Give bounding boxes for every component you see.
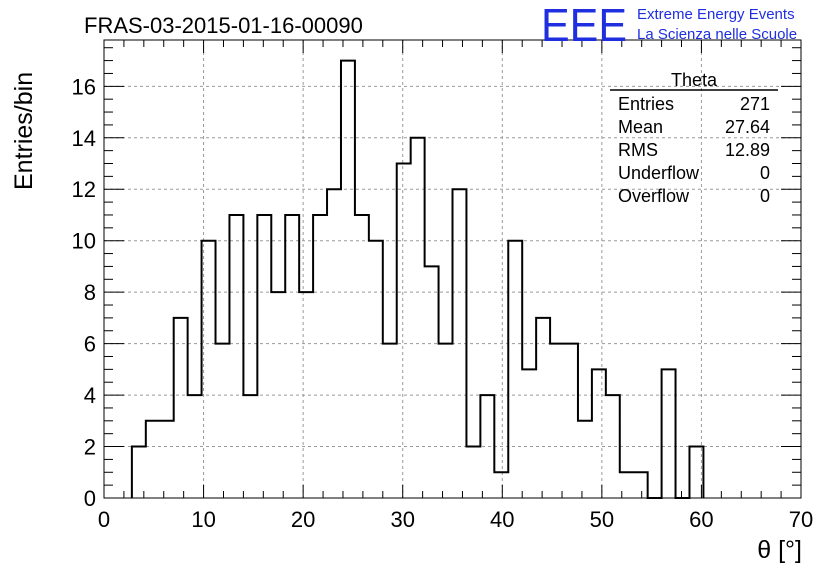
y-tick-label: 16 — [72, 74, 96, 99]
histogram-bin — [494, 472, 508, 498]
histogram-bin — [160, 421, 174, 498]
eee-logo: EEE Extreme Energy Events La Scienza nel… — [541, 0, 797, 51]
histogram-bin — [550, 344, 564, 498]
histogram-bin — [578, 421, 592, 498]
plot-title: FRAS-03-2015-01-16-00090 — [84, 13, 363, 38]
y-tick-label: 12 — [72, 177, 96, 202]
stats-underflow-label: Underflow — [618, 163, 700, 183]
histogram-bin — [369, 241, 383, 498]
y-tick-label: 6 — [84, 332, 96, 357]
x-tick-label: 60 — [689, 507, 713, 532]
histogram-bin — [522, 369, 536, 498]
logo-line-2: La Scienza nelle Scuole — [637, 26, 797, 43]
plot-frame — [103, 39, 802, 499]
x-tick-label: 20 — [291, 507, 315, 532]
stats-entries-value: 271 — [740, 94, 770, 114]
histogram-bin — [341, 61, 355, 498]
x-tick-label: 70 — [789, 507, 813, 532]
histogram-bin — [425, 266, 439, 498]
histogram-bin — [132, 447, 146, 498]
histogram-bin — [634, 472, 648, 498]
stats-underflow-value: 0 — [760, 163, 770, 183]
y-tick-label: 0 — [84, 486, 96, 511]
histogram-bin — [285, 215, 299, 498]
histogram-bin — [439, 344, 453, 498]
histogram-bin — [313, 215, 327, 498]
x-tick-label: 40 — [490, 507, 514, 532]
stats-overflow-label: Overflow — [618, 186, 690, 206]
histogram-bin — [536, 318, 550, 498]
x-axis-title: θ [°] — [757, 536, 802, 564]
histogram-bin — [257, 215, 271, 498]
histogram-bin — [299, 292, 313, 498]
x-tick-labels: 0 10 20 30 40 50 60 70 — [98, 507, 813, 532]
stats-title: Theta — [671, 70, 718, 90]
stats-overflow-value: 0 — [760, 186, 770, 206]
y-tick-label: 8 — [84, 280, 96, 305]
stats-entries-label: Entries — [618, 94, 674, 114]
stats-rms-value: 12.89 — [725, 140, 770, 160]
histogram-bin — [466, 447, 480, 498]
logo-mark: EEE — [541, 0, 627, 51]
histogram-bin — [662, 369, 676, 498]
histogram-bin — [411, 138, 425, 498]
x-tick-label: 10 — [191, 507, 215, 532]
x-tick-label: 50 — [590, 507, 614, 532]
stats-rms-label: RMS — [618, 140, 658, 160]
histogram-bin — [397, 164, 411, 498]
y-tick-label: 14 — [72, 126, 96, 151]
histogram-bin — [146, 421, 160, 498]
histogram-bin — [592, 369, 606, 498]
histogram-bin — [216, 344, 230, 498]
histogram-bin — [383, 344, 397, 498]
histogram-bin — [606, 395, 620, 498]
histogram-bin — [508, 241, 522, 498]
histogram-bin — [229, 215, 243, 498]
stats-mean-label: Mean — [618, 117, 663, 137]
x-tick-label: 30 — [390, 507, 414, 532]
histogram-bin — [355, 215, 369, 498]
histogram-bin — [202, 241, 216, 498]
y-axis-title: Entries/bin — [10, 72, 38, 190]
logo-line-1: Extreme Energy Events — [637, 6, 795, 23]
stats-mean-value: 27.64 — [725, 117, 770, 137]
histogram-outline — [130, 59, 705, 499]
x-tick-label: 0 — [98, 507, 110, 532]
y-tick-label: 2 — [84, 435, 96, 460]
histogram-bin — [564, 344, 578, 498]
y-tick-label: 4 — [84, 383, 96, 408]
y-tick-labels: 0 2 4 6 8 10 12 14 16 — [72, 74, 96, 511]
y-tick-label: 10 — [72, 229, 96, 254]
stats-box: Theta Entries 271 Mean 27.64 RMS 12.89 U… — [610, 70, 778, 206]
histogram-bin — [174, 318, 188, 498]
